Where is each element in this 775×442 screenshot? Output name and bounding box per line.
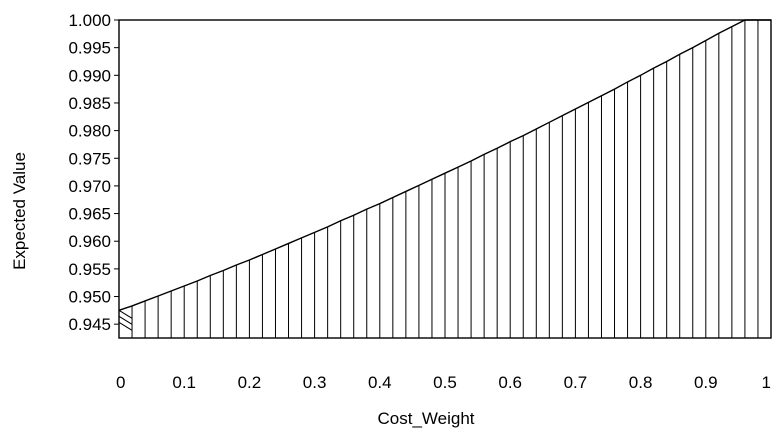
- hatch-diagonal: [118, 309, 133, 319]
- x-tick-label: 0.8: [629, 373, 653, 392]
- hatch-diagonal: [118, 315, 133, 325]
- x-tick-label: 0.2: [238, 373, 262, 392]
- y-axis-title: Expected Value: [10, 152, 29, 270]
- x-tick-label: 0.3: [303, 373, 327, 392]
- plot-border: [118, 19, 772, 339]
- y-tick-label: 0.945: [68, 315, 111, 334]
- x-axis-title: Cost_Weight: [377, 409, 474, 428]
- x-tick-label: 0: [116, 373, 125, 392]
- x-tick-label: 0.5: [433, 373, 457, 392]
- data-line: [118, 19, 771, 312]
- x-tick-label: 0.1: [172, 373, 196, 392]
- y-tick-label: 0.980: [68, 122, 111, 141]
- y-axis-ticks: 0.945 0.950 0.955 0.960 0.965 0.970 0.975 0.980…: [68, 11, 119, 334]
- y-tick-label: 0.995: [68, 39, 111, 58]
- y-tick-label: 0.955: [68, 260, 111, 279]
- x-axis-ticks: 0 0.1 0.2 0.3 0.4 0.5 0.6 0.7 0.8 0.9 1: [116, 373, 771, 392]
- y-tick-label: 0.975: [68, 149, 111, 168]
- x-tick-label: 0.4: [368, 373, 392, 392]
- plot-frame: [118, 19, 772, 339]
- x-tick-label: 0.9: [694, 373, 718, 392]
- y-tick-label: 0.985: [68, 94, 111, 113]
- x-tick-label: 1: [762, 373, 771, 392]
- y-tick-label: 0.970: [68, 177, 111, 196]
- y-tick-label: 1.000: [68, 11, 111, 30]
- x-tick-label: 0.7: [564, 373, 588, 392]
- hatch-diagonal: [118, 321, 133, 331]
- y-tick-label: 0.960: [68, 232, 111, 251]
- x-tick-label: 0.6: [498, 373, 522, 392]
- y-tick-label: 0.965: [68, 205, 111, 224]
- y-tick-label: 0.950: [68, 288, 111, 307]
- y-tick-label: 0.990: [68, 66, 111, 85]
- hatch-lines: [118, 20, 772, 338]
